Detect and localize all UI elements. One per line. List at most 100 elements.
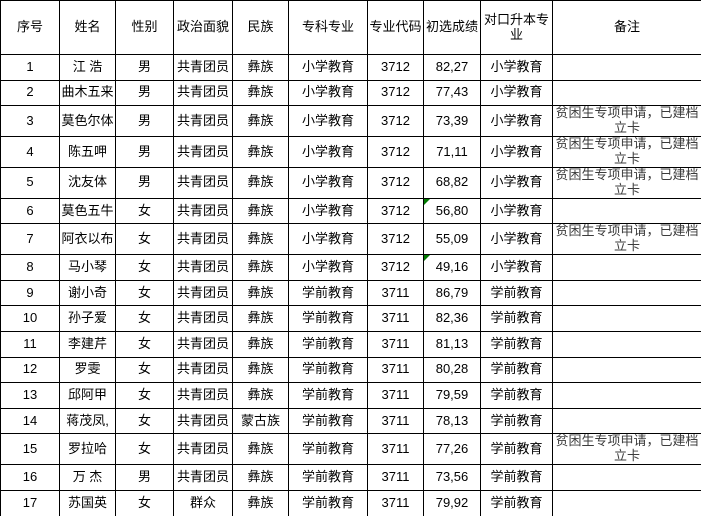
cell-remark[interactable] [552,382,701,409]
cell-index[interactable]: 9 [0,279,60,307]
cell-target_major[interactable]: 学前教育 [480,382,553,409]
cell-gender[interactable]: 女 [115,197,174,225]
cell-gender[interactable]: 男 [115,136,174,168]
cell-name[interactable]: 蒋茂凤, [59,407,116,435]
cell-name[interactable]: 谢小奇 [59,279,116,307]
column-header-ethnicity[interactable]: 民族 [232,0,289,55]
cell-major_code[interactable]: 3711 [367,489,424,516]
cell-target_major[interactable]: 小学教育 [480,166,553,199]
cell-remark[interactable] [552,279,701,307]
cell-major[interactable]: 学前教育 [288,382,368,409]
cell-political[interactable]: 共青团员 [173,279,233,307]
cell-political[interactable]: 共青团员 [173,464,233,491]
column-header-major[interactable]: 专科专业 [288,0,368,55]
cell-index[interactable]: 15 [0,433,60,466]
cell-major[interactable]: 学前教育 [288,331,368,358]
cell-gender[interactable]: 女 [115,279,174,307]
cell-index[interactable]: 7 [0,223,60,256]
cell-ethnicity[interactable]: 彝族 [232,464,289,491]
cell-ethnicity[interactable]: 彝族 [232,331,289,358]
cell-political[interactable]: 共青团员 [173,356,233,384]
cell-index[interactable]: 11 [0,331,60,358]
cell-major_code[interactable]: 3712 [367,105,424,138]
cell-score[interactable]: 77,26 [423,433,481,466]
cell-index[interactable]: 2 [0,79,60,107]
cell-index[interactable]: 1 [0,54,60,81]
cell-index[interactable]: 5 [0,166,60,199]
cell-major[interactable]: 学前教育 [288,489,368,516]
cell-major_code[interactable]: 3711 [367,279,424,307]
column-header-target_major[interactable]: 对口升本专业 [480,0,553,55]
cell-major[interactable]: 小学教育 [288,54,368,81]
cell-score[interactable]: 56,80 [423,197,481,225]
cell-ethnicity[interactable]: 蒙古族 [232,407,289,435]
cell-gender[interactable]: 男 [115,79,174,107]
cell-major_code[interactable]: 3712 [367,223,424,256]
cell-major_code[interactable]: 3712 [367,197,424,225]
cell-political[interactable]: 共青团员 [173,79,233,107]
cell-major_code[interactable]: 3711 [367,433,424,466]
cell-remark[interactable]: 贫困生专项申请，已建档立卡 [552,433,701,466]
cell-score[interactable]: 80,28 [423,356,481,384]
cell-remark[interactable] [552,331,701,358]
cell-target_major[interactable]: 小学教育 [480,54,553,81]
cell-index[interactable]: 6 [0,197,60,225]
cell-remark[interactable]: 贫困生专项申请，已建档立卡 [552,223,701,256]
cell-major[interactable]: 小学教育 [288,79,368,107]
cell-target_major[interactable]: 小学教育 [480,105,553,138]
cell-major_code[interactable]: 3711 [367,464,424,491]
cell-name[interactable]: 李建芹 [59,331,116,358]
cell-remark[interactable] [552,407,701,435]
cell-major[interactable]: 小学教育 [288,136,368,168]
cell-remark[interactable] [552,54,701,81]
column-header-index[interactable]: 序号 [0,0,60,55]
cell-target_major[interactable]: 学前教育 [480,356,553,384]
cell-name[interactable]: 孙子爱 [59,305,116,333]
cell-gender[interactable]: 男 [115,54,174,81]
cell-gender[interactable]: 女 [115,305,174,333]
cell-gender[interactable]: 男 [115,464,174,491]
column-header-remark[interactable]: 备注 [552,0,701,55]
cell-score[interactable]: 82,27 [423,54,481,81]
cell-major[interactable]: 学前教育 [288,407,368,435]
cell-ethnicity[interactable]: 彝族 [232,489,289,516]
cell-index[interactable]: 3 [0,105,60,138]
cell-remark[interactable]: 贫困生专项申请，已建档立卡 [552,105,701,138]
cell-name[interactable]: 罗拉哈 [59,433,116,466]
cell-major[interactable]: 小学教育 [288,254,368,281]
cell-major[interactable]: 学前教育 [288,464,368,491]
cell-major[interactable]: 学前教育 [288,279,368,307]
cell-name[interactable]: 阿衣以布 [59,223,116,256]
cell-political[interactable]: 共青团员 [173,331,233,358]
cell-major[interactable]: 小学教育 [288,166,368,199]
cell-gender[interactable]: 女 [115,356,174,384]
cell-gender[interactable]: 女 [115,382,174,409]
cell-target_major[interactable]: 学前教育 [480,331,553,358]
cell-remark[interactable] [552,305,701,333]
cell-gender[interactable]: 女 [115,407,174,435]
cell-target_major[interactable]: 小学教育 [480,197,553,225]
cell-name[interactable]: 苏国英 [59,489,116,516]
cell-major[interactable]: 小学教育 [288,197,368,225]
cell-ethnicity[interactable]: 彝族 [232,254,289,281]
cell-major_code[interactable]: 3711 [367,356,424,384]
cell-index[interactable]: 4 [0,136,60,168]
cell-ethnicity[interactable]: 彝族 [232,136,289,168]
cell-index[interactable]: 14 [0,407,60,435]
column-header-political[interactable]: 政治面貌 [173,0,233,55]
cell-gender[interactable]: 女 [115,254,174,281]
cell-ethnicity[interactable]: 彝族 [232,54,289,81]
cell-political[interactable]: 共青团员 [173,382,233,409]
cell-remark[interactable]: 贫困生专项申请，已建档立卡 [552,136,701,168]
cell-political[interactable]: 共青团员 [173,223,233,256]
cell-name[interactable]: 马小琴 [59,254,116,281]
cell-score[interactable]: 49,16 [423,254,481,281]
cell-index[interactable]: 13 [0,382,60,409]
cell-political[interactable]: 共青团员 [173,105,233,138]
cell-political[interactable]: 共青团员 [173,254,233,281]
cell-major[interactable]: 小学教育 [288,105,368,138]
cell-name[interactable]: 江 浩 [59,54,116,81]
column-header-name[interactable]: 姓名 [59,0,116,55]
cell-remark[interactable] [552,464,701,491]
cell-name[interactable]: 曲木五来 [59,79,116,107]
